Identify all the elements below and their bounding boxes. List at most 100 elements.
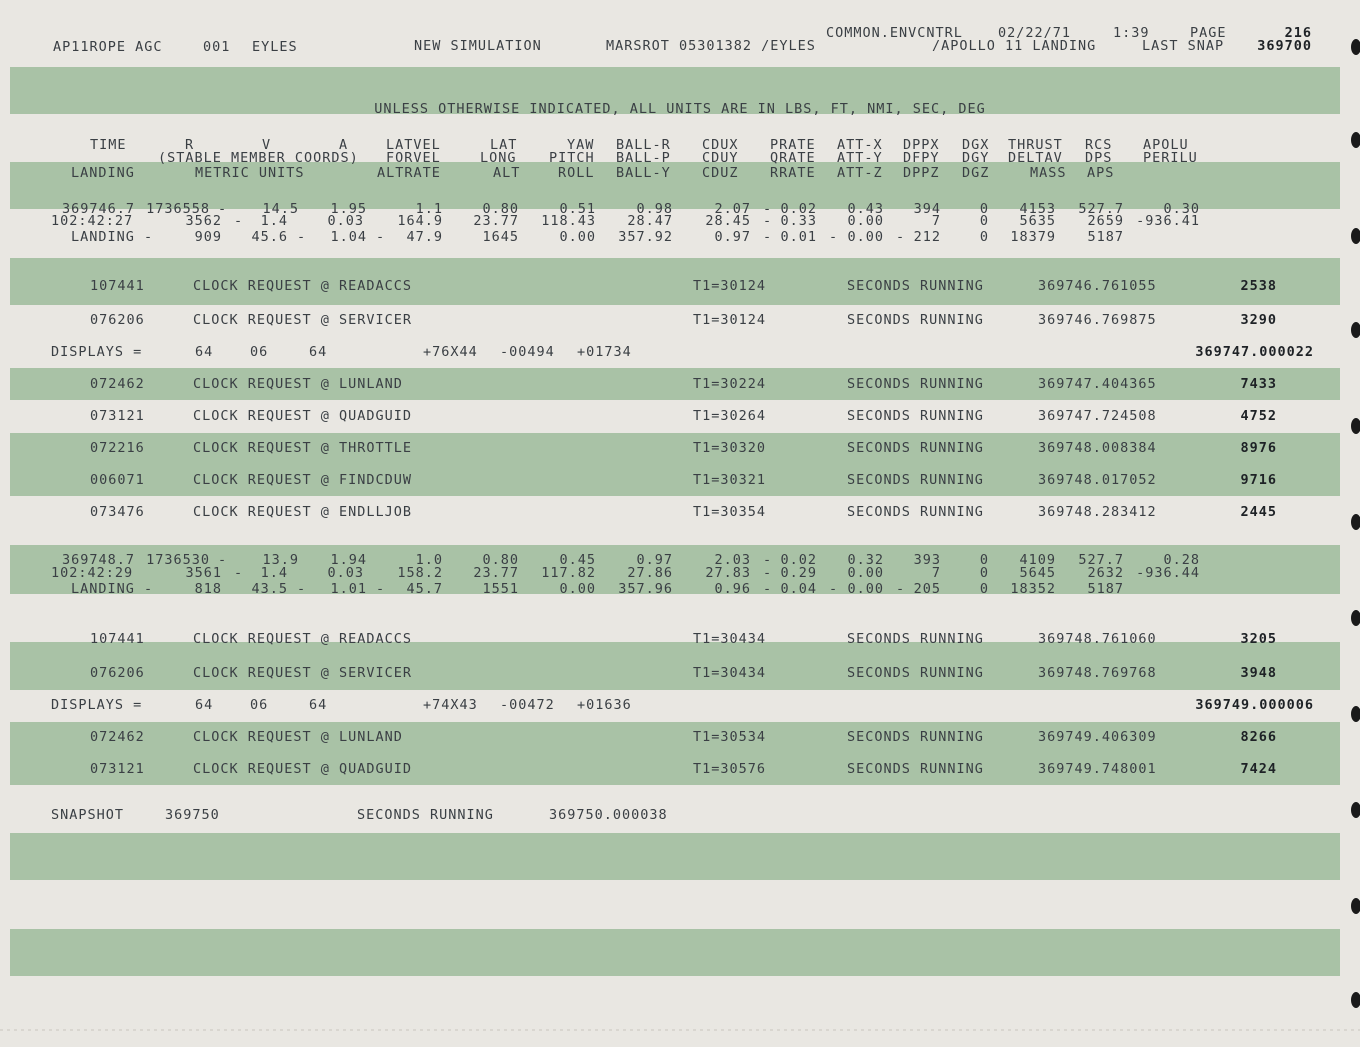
green-bars	[10, 67, 1340, 976]
state-vector-field: -	[297, 581, 306, 597]
column-header: APS	[1087, 165, 1114, 181]
clock-request-field: CLOCK REQUEST @ QUADGUID	[193, 408, 412, 424]
state-vector-field: 27.83	[705, 565, 751, 581]
state-vector-field: 909	[195, 229, 222, 245]
state-vector-field: 2.03	[714, 552, 751, 568]
displays-field: 369749.000006	[1195, 697, 1314, 713]
state-vector-field: 1.4	[261, 565, 288, 581]
state-vector-field: -	[376, 229, 385, 245]
state-vector-field: 0.80	[482, 201, 519, 217]
state-vector-field: 527.7	[1078, 201, 1124, 217]
clock-request-field: CLOCK REQUEST @ QUADGUID	[193, 761, 412, 777]
column-header: LANDING	[71, 165, 135, 181]
state-vector-field: 0	[980, 229, 989, 245]
column-header: QRATE	[770, 150, 816, 166]
header-field: MARSROT 05301382 /EYLES	[606, 38, 816, 54]
column-header: DPPX	[903, 137, 940, 153]
clock-request-field: 006071	[90, 472, 145, 488]
displays-field: 64	[195, 697, 213, 713]
clock-request-field: CLOCK REQUEST @ ENDLLJOB	[193, 504, 412, 520]
green-bar	[10, 433, 1340, 496]
state-vector-field: 0.00	[847, 565, 884, 581]
clock-request-field: SECONDS RUNNING	[847, 472, 984, 488]
clock-request-field: 369748.761060	[1038, 631, 1157, 647]
state-vector-field: 1645	[482, 229, 519, 245]
clock-request-field: T1=30321	[693, 472, 766, 488]
clock-request-field: 369749.406309	[1038, 729, 1157, 745]
hole	[1351, 39, 1360, 55]
state-vector-field: 23.77	[473, 213, 519, 229]
clock-request-field: CLOCK REQUEST @ FINDCDUW	[193, 472, 412, 488]
state-vector-field: 1.4	[261, 213, 288, 229]
state-vector-field: 1736558	[146, 201, 210, 217]
column-header: ALTRATE	[377, 165, 441, 181]
clock-request-field: T1=30434	[693, 631, 766, 647]
snapshot-field: 369750.000038	[549, 807, 668, 823]
state-vector-field: 1736530	[146, 552, 210, 568]
clock-request-field: 072462	[90, 729, 145, 745]
column-header: DGY	[962, 150, 989, 166]
state-vector-field: 0.29	[780, 565, 817, 581]
green-bar	[10, 722, 1340, 785]
header-field: 216	[1285, 25, 1312, 41]
state-vector-field: 3562	[185, 213, 222, 229]
displays-field: 06	[250, 344, 268, 360]
state-vector-field: 0.32	[847, 552, 884, 568]
hole	[1351, 514, 1360, 530]
column-header: BALL-P	[616, 150, 671, 166]
state-vector-field: 0	[980, 552, 989, 568]
column-header: DELTAV	[1008, 150, 1063, 166]
state-vector-field: 27.86	[627, 565, 673, 581]
clock-request-field: CLOCK REQUEST @ LUNLAND	[193, 729, 403, 745]
clock-request-field: CLOCK REQUEST @ READACCS	[193, 631, 412, 647]
clock-request-field: 107441	[90, 631, 145, 647]
state-vector-field: 0.01	[780, 229, 817, 245]
column-header: CDUY	[702, 150, 739, 166]
column-header: TIME	[90, 137, 127, 153]
header-field: 001	[203, 39, 230, 55]
state-vector-field: 7	[932, 565, 941, 581]
hole	[1351, 706, 1360, 722]
clock-request-field: 073476	[90, 504, 145, 520]
state-vector-field: 5645	[1019, 565, 1056, 581]
state-vector-field: -936.44	[1136, 565, 1200, 581]
state-vector-field: 0.97	[636, 552, 673, 568]
column-header: DGZ	[962, 165, 989, 181]
column-header: ALT	[493, 165, 520, 181]
clock-request-field: SECONDS RUNNING	[847, 278, 984, 294]
column-header: LATVEL	[386, 137, 441, 153]
displays-field: 64	[195, 344, 213, 360]
displays-field: 64	[309, 697, 327, 713]
state-vector-field: -	[297, 229, 306, 245]
column-header: PITCH	[549, 150, 595, 166]
state-vector-field: -936.41	[1136, 213, 1200, 229]
displays-field: -00494	[500, 344, 555, 360]
column-header: ROLL	[558, 165, 595, 181]
clock-request-field: 369747.404365	[1038, 376, 1157, 392]
state-vector-field: 0.33	[780, 213, 817, 229]
state-vector-field: 47.9	[406, 229, 443, 245]
state-vector-field: 369746.7	[62, 201, 135, 217]
column-header: LAT	[490, 137, 517, 153]
clock-request-field: SECONDS RUNNING	[847, 504, 984, 520]
clock-request-field: 8976	[1240, 440, 1277, 456]
clock-request-field: 369748.283412	[1038, 504, 1157, 520]
clock-request-field: 7433	[1240, 376, 1277, 392]
snapshot-field: SECONDS RUNNING	[357, 807, 494, 823]
header-field: EYLES	[252, 39, 298, 55]
state-vector-field: -	[218, 552, 227, 568]
header-field: NEW SIMULATION	[414, 38, 542, 54]
state-vector-field: 0.00	[847, 213, 884, 229]
state-vector-field: 1.01	[330, 581, 367, 597]
state-vector-field: 0.98	[636, 201, 673, 217]
clock-request-field: 9716	[1240, 472, 1277, 488]
state-vector-field: 28.47	[627, 213, 673, 229]
state-vector-field: 5187	[1087, 581, 1124, 597]
state-vector-field: -	[829, 581, 838, 597]
state-vector-field: 43.5	[251, 581, 288, 597]
state-vector-field: 212	[914, 229, 941, 245]
tractor-holes	[1351, 39, 1360, 1008]
column-header: R	[185, 137, 194, 153]
state-vector-field: -	[763, 581, 772, 597]
state-vector-field: -	[218, 201, 227, 217]
